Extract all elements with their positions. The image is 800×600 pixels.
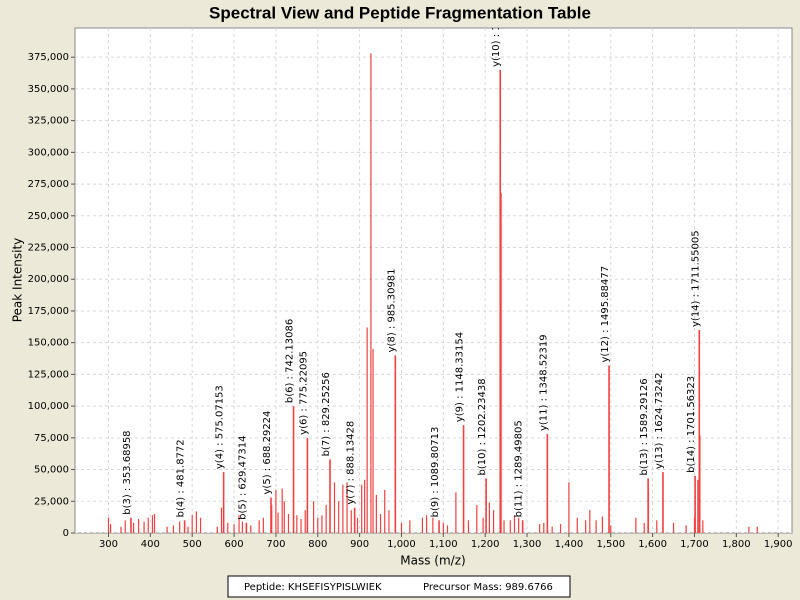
x-tick-label: 1,500 xyxy=(596,539,625,550)
x-tick-label: 300 xyxy=(99,539,118,550)
axes: 0 25,000 50,000 75,000 100,000 125,000 150,000… xyxy=(28,52,793,550)
y-tick-label: 225,000 xyxy=(28,243,69,254)
peak-annotation: y(9) : 1148.33154 xyxy=(455,332,466,422)
legend-precursor: Precursor Mass: 989.6766 xyxy=(423,582,553,593)
plot: b(3) : 353.68958 b(4) : 481.8772 y(4) : 57… xyxy=(75,18,792,533)
y-tick-label: 25,000 xyxy=(34,496,69,507)
peak-annotation: y(4) : 575.07153 xyxy=(215,385,226,469)
legend-box xyxy=(227,575,571,598)
peak-annotation: b(14) : 1701.56323 xyxy=(686,376,697,473)
peak-annotation: y(13) : 1624.73242 xyxy=(654,372,665,469)
peak-annotation: y(7) : 888.13428 xyxy=(346,421,357,505)
y-axis-label: Peak Intensity xyxy=(11,238,25,323)
x-tick-label: 500 xyxy=(183,539,202,550)
y-tick-label: 275,000 xyxy=(28,179,69,190)
x-tick-label: 1,200 xyxy=(471,539,500,550)
peak-annotation: y(5) : 688.29224 xyxy=(262,411,273,495)
peak-annotation: y(8) : 985.30981 xyxy=(386,268,397,352)
peak-annotation: y(10) : 12 xyxy=(491,18,502,67)
x-axis-label: Mass (m/z) xyxy=(400,554,465,568)
x-tick-label: 900 xyxy=(350,539,369,550)
peak-annotation: b(5) : 629.47314 xyxy=(237,436,248,520)
peak-annotation: y(11) : 1348.52319 xyxy=(538,334,549,431)
y-tick-label: 325,000 xyxy=(28,116,69,127)
x-tick-label: 1,900 xyxy=(764,539,793,550)
y-tick-label: 300,000 xyxy=(28,147,69,158)
peak-annotation: b(7) : 829.25256 xyxy=(321,372,332,456)
y-tick-label: 100,000 xyxy=(28,401,69,412)
x-tick-label: 1,600 xyxy=(638,539,667,550)
y-tick-label: 150,000 xyxy=(28,338,69,349)
y-tick-label: 0 xyxy=(63,528,69,539)
y-tick-label: 200,000 xyxy=(28,274,69,285)
x-tick-label: 700 xyxy=(266,539,285,550)
peak-annotation: b(9) : 1089.80713 xyxy=(430,427,441,518)
peak-annotation: y(14) : 1711.55005 xyxy=(690,230,701,327)
peak-annotation: y(6) : 775.22095 xyxy=(298,351,309,435)
y-tick-label: 75,000 xyxy=(34,433,69,444)
x-tick-label: 600 xyxy=(225,539,244,550)
y-tick-label: 50,000 xyxy=(34,465,69,476)
x-tick-label: 1,000 xyxy=(387,539,416,550)
peak-annotation: y(12) : 1495.88477 xyxy=(600,266,611,363)
x-tick-label: 800 xyxy=(308,539,327,550)
peak-annotation: b(6) : 742.13086 xyxy=(285,319,296,403)
y-tick-label: 350,000 xyxy=(28,84,69,95)
x-tick-label: 1,400 xyxy=(555,539,584,550)
peak-annotation: b(13) : 1589.29126 xyxy=(639,378,650,475)
legend-peptide: Peptide: KHSEFISYPISLWIEK xyxy=(244,582,382,593)
x-tick-label: 1,700 xyxy=(680,539,709,550)
y-tick-label: 175,000 xyxy=(28,306,69,317)
y-tick-label: 250,000 xyxy=(28,211,69,222)
x-tick-label: 1,300 xyxy=(513,539,542,550)
plot-area xyxy=(74,27,793,534)
x-tick-label: 400 xyxy=(141,539,160,550)
peak-annotation: b(3) : 353.68958 xyxy=(122,430,133,514)
y-tick-label: 125,000 xyxy=(28,369,69,380)
chart-title: Spectral View and Peptide Fragmentation … xyxy=(209,3,591,22)
x-tick-label: 1,800 xyxy=(722,539,751,550)
peak-annotation: b(11) : 1289.49805 xyxy=(514,420,525,517)
peak-annotation: b(4) : 481.8772 xyxy=(176,439,187,517)
peak-annotation: b(10) : 1202.23438 xyxy=(477,378,488,475)
x-tick-label: 1,100 xyxy=(429,539,458,550)
y-tick-label: 375,000 xyxy=(28,52,69,63)
